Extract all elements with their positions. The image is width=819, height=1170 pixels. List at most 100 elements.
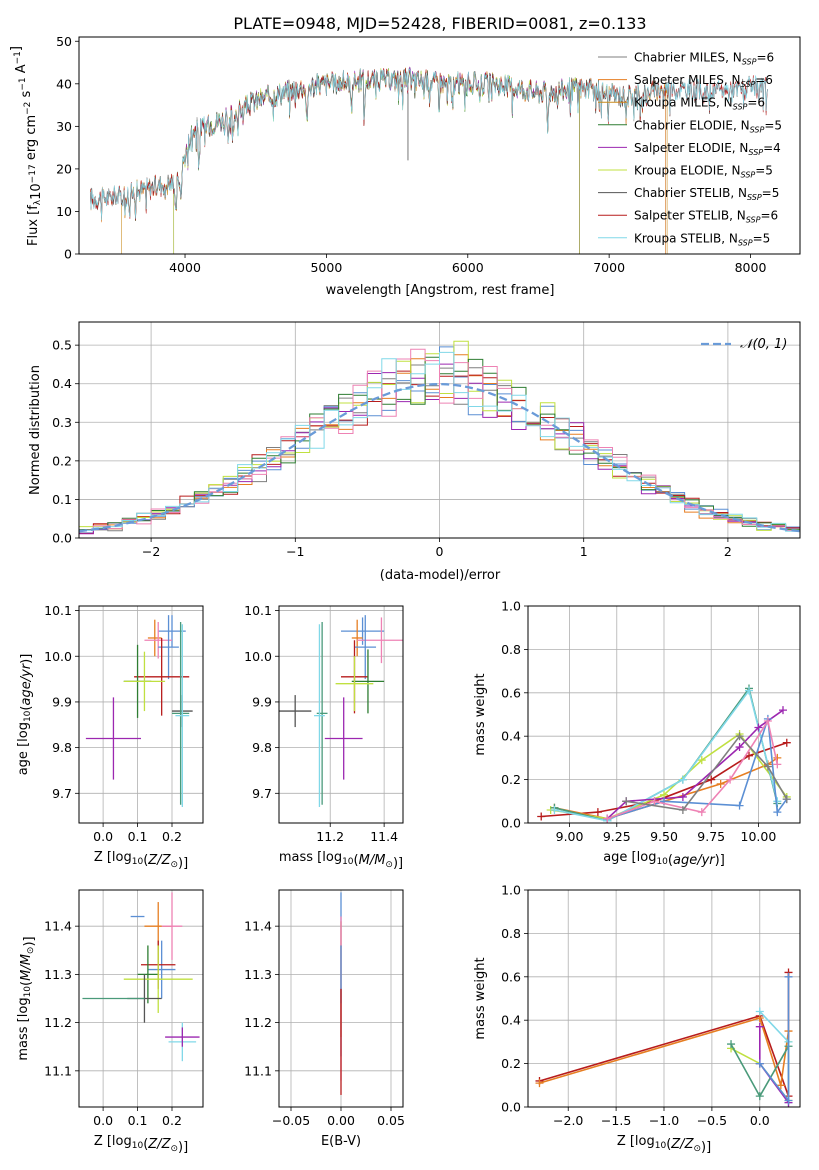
x-tick-label: −1	[286, 544, 304, 559]
x-tick-label: 0.0	[750, 1113, 770, 1128]
weight-point-marker	[755, 1059, 764, 1068]
x-tick-label: 10.00	[741, 829, 777, 844]
plot-area	[85, 615, 193, 808]
axes-frame	[78, 889, 204, 1108]
axes-frame	[278, 889, 404, 1108]
y-tick-label: 10.1	[244, 603, 272, 618]
x-tick-label: 4000	[169, 260, 201, 275]
axes-frame	[527, 605, 801, 824]
weight-point-marker	[773, 797, 782, 806]
y-tick-label: 11.3	[244, 967, 272, 982]
weight-point-marker	[763, 762, 772, 771]
legend-label: Salpeter MILES, NSSP=6	[634, 73, 773, 89]
axes-frame	[78, 605, 204, 824]
x-axis-label: Z [log10(Z/Z⊙)]	[617, 1134, 711, 1155]
axes-frame	[78, 36, 801, 255]
weight-point-marker	[603, 814, 612, 823]
histogram-steps	[79, 351, 800, 538]
legend-label: Kroupa ELODIE, NSSP=5	[634, 164, 773, 180]
y-tick-label: 11.4	[44, 919, 72, 934]
x-tick-label: 0.0	[93, 1113, 113, 1128]
x-tick-label: −0.5	[697, 1113, 727, 1128]
y-tick-label: 9.9	[52, 694, 72, 709]
y-tick-label: 30	[56, 119, 72, 134]
y-tick-label: 9.7	[52, 786, 72, 801]
y-tick-label: 20	[56, 161, 72, 176]
weight-vs-age-panel: 9.00 9.25 9.50 9.75 10.00 0.0 0.2 0.4 0.6 0.8 1.0 a…	[473, 599, 801, 868]
legend-label: Salpeter ELODIE, NSSP=4	[634, 141, 781, 157]
y-tick-label: 11.1	[244, 1063, 272, 1078]
plot-area	[79, 340, 800, 538]
y-tick-label: 10.0	[44, 649, 72, 664]
age-vs-mass-panel: 11.2 11.4 9.7 9.8 9.9 10.0 10.1 mass [log10(M/M…	[244, 603, 404, 871]
axes-frame	[278, 605, 404, 824]
weight-point-marker	[776, 1081, 785, 1090]
x-tick-label: 11.2	[316, 829, 344, 844]
spectrum-panel: 4000 5000 6000 7000 8000 0 10 20 30 40 50 wavelengt…	[9, 34, 801, 298]
plot-area	[82, 892, 200, 1062]
weight-point-marker	[650, 797, 659, 806]
x-tick-label: −1.0	[649, 1113, 679, 1128]
y-tick-label: 1.0	[501, 599, 521, 614]
weight-point-marker	[678, 805, 687, 814]
weight-point-marker	[726, 775, 735, 784]
x-tick-label: −2.0	[553, 1113, 583, 1128]
x-tick-label: 7000	[593, 260, 625, 275]
x-tick-label: −2	[142, 544, 160, 559]
weight-point-marker	[782, 795, 791, 804]
y-tick-label: 9.8	[52, 740, 72, 755]
plot-area	[537, 684, 791, 823]
weight-point-marker	[754, 723, 763, 732]
weight-point-marker	[782, 738, 791, 747]
axes-frame	[527, 889, 801, 1108]
legend-label: Chabrier MILES, NSSP=6	[634, 51, 774, 67]
y-axis-label: mass [log10(M/M⊙)]	[16, 936, 37, 1060]
y-tick-label: 1.0	[501, 883, 521, 898]
y-axis-label: Flux [fλ10−17 erg cm−2 s−1 A−1]	[9, 46, 44, 246]
legend-label: Salpeter STELIB, NSSP=6	[634, 209, 778, 225]
y-tick-label: 0.0	[52, 531, 72, 546]
y-tick-label: 10	[56, 204, 72, 219]
y-axis-label: age [log10(age/yr)]	[16, 654, 34, 776]
x-tick-label: 0.1	[128, 829, 148, 844]
residual-histogram-panel: −2 −1 0 1 2 0.0 0.1 0.2 0.3 0.4 0.5 𝒩(0, 1) (data-mo…	[28, 321, 801, 583]
x-tick-label: −0.05	[272, 1113, 310, 1128]
weight-point-marker	[779, 706, 787, 715]
weight-point-marker	[755, 1092, 764, 1101]
weight-series-line	[539, 1017, 790, 1086]
weight-point-marker	[622, 797, 631, 806]
y-tick-label: 0.2	[501, 1056, 521, 1071]
y-tick-label: 0.6	[501, 685, 521, 700]
x-tick-label: 1	[580, 544, 588, 559]
x-tick-label: −1.5	[601, 1113, 631, 1128]
y-tick-label: 50	[56, 34, 72, 49]
age-vs-metallicity-panel: 0.0 0.1 0.2 9.7 9.8 9.9 10.0 10.1 Z [log10(Z/Z⊙)…	[16, 603, 204, 871]
weight-point-marker	[593, 808, 602, 817]
y-tick-label: 0.4	[52, 376, 72, 391]
x-axis-label: wavelength [Angstrom, rest frame]	[326, 283, 555, 298]
spectrum-series-line	[173, 66, 580, 254]
weight-point-marker	[784, 1096, 793, 1105]
weight-point-marker	[697, 756, 706, 765]
x-tick-label: 0.00	[327, 1113, 355, 1128]
x-tick-label: 6000	[452, 260, 484, 275]
y-tick-label: 0.0	[501, 816, 521, 831]
x-tick-label: 0	[436, 544, 444, 559]
x-tick-label: 0.2	[162, 829, 182, 844]
weight-point-marker	[535, 1079, 544, 1088]
y-tick-label: 0.8	[501, 926, 521, 941]
y-tick-label: 0.4	[501, 729, 521, 744]
y-tick-label: 0.4	[501, 1013, 521, 1028]
x-axis-label: Z [log10(Z/Z⊙)]	[94, 1134, 188, 1155]
x-tick-label: 11.4	[370, 829, 398, 844]
plot-area	[89, 66, 768, 254]
mass-vs-ebv-panel: −0.05 0.00 0.05 11.1 11.2 11.3 11.4 E(B-V)	[244, 889, 405, 1149]
plot-area	[535, 968, 793, 1107]
figure-title: PLATE=0948, MJD=52428, FIBERID=0081, z=0…	[233, 14, 646, 33]
weight-point-marker	[727, 1040, 736, 1049]
legend-label: Chabrier ELODIE, NSSP=5	[634, 118, 782, 134]
legend-label: Kroupa STELIB, NSSP=5	[634, 231, 770, 247]
spectrum-series-line	[173, 67, 580, 254]
x-tick-label: 0.0	[93, 829, 113, 844]
